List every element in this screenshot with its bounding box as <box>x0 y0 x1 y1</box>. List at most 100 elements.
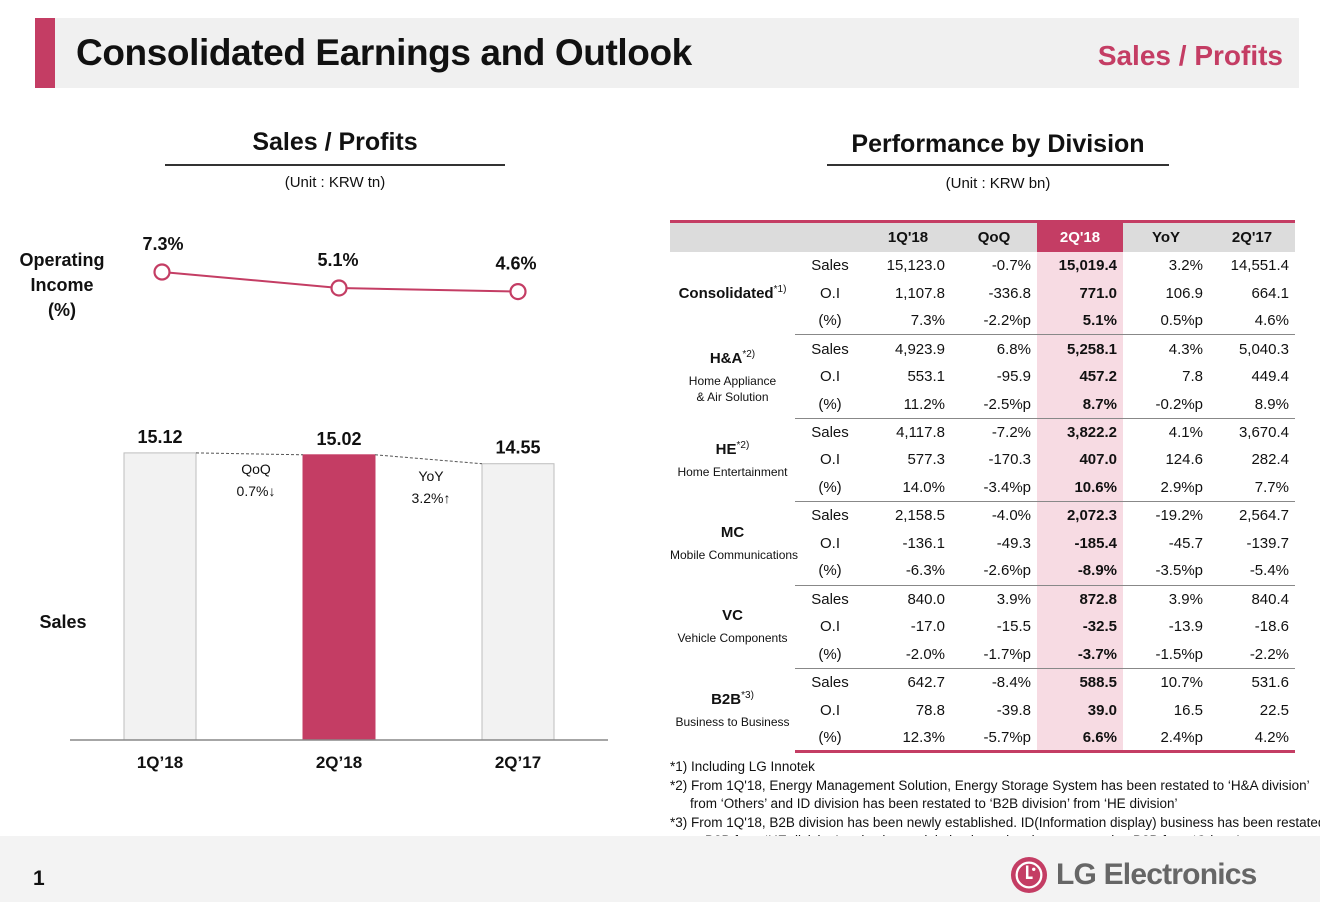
change-annotation-value: 0.7%↓ <box>237 483 276 499</box>
value-cell-highlight: 5,258.1 <box>1037 334 1123 363</box>
division-note-mark: *3) <box>741 690 754 702</box>
table-row: HE*2) Home Entertainment Sales 4,117.8 -7.2%… <box>670 418 1295 479</box>
change-connector <box>374 454 483 465</box>
sales-value-label: 14.55 <box>495 438 540 458</box>
value-cell: 12.3% <box>865 724 951 754</box>
division-cell: B2B*3) Business to Business <box>670 668 795 751</box>
footnote-line: *1) Including LG Innotek <box>670 759 815 774</box>
value-cell: -13.9 <box>1168 618 1203 636</box>
metric-label: O.I <box>819 451 840 469</box>
metric-label: O.I <box>819 534 840 552</box>
division-subtitle: Home Entertainment <box>677 464 788 479</box>
division-cell: VC Vehicle Components <box>670 585 795 668</box>
value-cell: -18.6 <box>1254 618 1289 636</box>
metric-label: (%) <box>795 724 865 754</box>
category-label: 2Q’17 <box>495 753 541 772</box>
value-cell: 106.9 <box>1165 284 1203 302</box>
division-name: MC <box>720 523 745 541</box>
value-cell: 664.1 <box>1251 284 1289 302</box>
brand-name: LG Electronics <box>1056 858 1257 891</box>
division-name: Consolidated*1) <box>678 284 787 303</box>
table-row: (%) -6.3% -2.6%p -8.9% -3.5%p -5.4% <box>670 557 1295 586</box>
value-cell: 4,923.9 <box>894 340 945 358</box>
oi-value-label: 7.3% <box>142 234 183 254</box>
value-cell: 22.5 <box>1259 701 1289 719</box>
value-cell: 2.4%p <box>1123 724 1209 754</box>
value-cell: 10.7% <box>1160 674 1203 692</box>
division-name: H&A*2) <box>709 348 756 367</box>
metric-label: (%) <box>795 307 865 336</box>
value-cell: 2,564.7 <box>1238 507 1289 525</box>
value-cell: 642.7 <box>907 674 945 692</box>
value-cell: -17.0 <box>910 618 945 636</box>
value-cell: -19.2% <box>1155 507 1203 525</box>
footnote-line: from ‘Others’ and ID division has been r… <box>690 796 1178 811</box>
left-heading-rule <box>165 164 505 166</box>
value-cell: -2.0% <box>865 640 951 669</box>
oi-axis-label-line: (%) <box>48 300 76 320</box>
division-subtitle: Business to Business <box>675 715 790 730</box>
division-note-mark: *1) <box>773 284 787 296</box>
value-cell: 3.9% <box>996 590 1031 608</box>
value-cell: 2,158.5 <box>894 507 945 525</box>
value-cell: 5,040.3 <box>1238 340 1289 358</box>
value-cell: 2.9%p <box>1123 473 1209 503</box>
value-cell: 14,551.4 <box>1230 256 1289 274</box>
value-cell: 7.3% <box>865 307 951 336</box>
value-cell-highlight: 407.0 <box>1037 446 1123 474</box>
oi-axis-label: Operating Income (%) <box>19 250 104 320</box>
table-row: (%) -2.0% -1.7%p -3.7% -1.5%p -2.2% <box>670 640 1295 669</box>
value-cell: -49.3 <box>996 534 1031 552</box>
value-cell: 15,123.0 <box>886 256 945 274</box>
header-blank <box>670 220 795 252</box>
division-cell: MC Mobile Communications <box>670 502 798 585</box>
value-cell: -336.8 <box>988 284 1031 302</box>
value-cell: 7.7% <box>1209 473 1295 503</box>
value-cell-highlight: 15,019.4 <box>1037 251 1123 280</box>
division-note-mark: *2) <box>742 348 756 360</box>
value-cell: -1.7%p <box>951 640 1037 669</box>
value-cell-highlight: 2,072.3 <box>1037 501 1123 530</box>
table-row: B2B*3) Business to Business Sales 642.7 -8.4… <box>670 668 1295 729</box>
table-row: O.I 1,107.8 -336.8 771.0 106.9 664.1 <box>670 279 1295 308</box>
title-bar: Consolidated Earnings and Outlook Sales … <box>35 18 1299 88</box>
oi-axis-label-line: Operating <box>19 250 104 270</box>
metric-label: O.I <box>819 618 840 636</box>
value-cell-highlight: 872.8 <box>1037 585 1123 613</box>
right-unit-label: (Unit : KRW bn) <box>945 175 1051 192</box>
sales-profits-heading: Sales / Profits <box>252 128 418 156</box>
metric-label: Sales <box>811 340 849 358</box>
metric-label: (%) <box>795 473 865 503</box>
table-row: O.I 577.3 -170.3 407.0 124.6 282.4 <box>670 446 1295 474</box>
value-cell: -95.9 <box>996 368 1031 386</box>
category-label: 1Q’18 <box>137 753 183 772</box>
oi-axis-label-line: Income <box>30 275 93 295</box>
division-subtitle: Home Appliance & Air Solution <box>688 373 777 404</box>
value-cell: 4.2% <box>1209 724 1295 754</box>
table-row: MC Mobile Communications Sales 2,158.5 -4.0%… <box>670 501 1295 562</box>
value-cell-highlight: -3.7% <box>1037 640 1123 669</box>
value-cell: 4,117.8 <box>896 423 945 441</box>
table-row: O.I -136.1 -49.3 -185.4 -45.7 -139.7 <box>670 529 1295 558</box>
table-header-row: 1Q'18 QoQ 2Q'18 YoY 2Q'17 <box>670 220 1295 252</box>
title-accent-bar <box>35 18 55 88</box>
value-cell: -0.2%p <box>1123 390 1209 419</box>
value-cell-highlight: 588.5 <box>1037 668 1123 697</box>
footer-band <box>0 836 1320 902</box>
value-cell: -2.2%p <box>951 307 1037 336</box>
metric-label: O.I <box>819 701 840 719</box>
value-cell-highlight: 457.2 <box>1037 362 1123 391</box>
right-heading-rule <box>827 164 1169 166</box>
change-annotation-value: 3.2%↑ <box>412 490 451 506</box>
value-cell: -3.5%p <box>1123 557 1209 586</box>
division-performance-table: 1Q'18 QoQ 2Q'18 YoY 2Q'17 Consolidated*1… <box>670 220 1295 754</box>
value-cell: -136.1 <box>902 534 945 552</box>
division-cell: H&A*2) Home Appliance & Air Solution <box>670 335 795 418</box>
value-cell: 6.8% <box>996 340 1031 358</box>
column-header-highlight: 2Q'18 <box>1037 220 1123 252</box>
table-row: (%) 12.3% -5.7%p 6.6% 2.4%p 4.2% <box>670 724 1295 754</box>
value-cell-highlight: 8.7% <box>1037 390 1123 419</box>
table-row: O.I 78.8 -39.8 39.0 16.5 22.5 <box>670 696 1295 725</box>
oi-value-label: 5.1% <box>317 250 358 270</box>
value-cell: -170.3 <box>988 451 1031 469</box>
